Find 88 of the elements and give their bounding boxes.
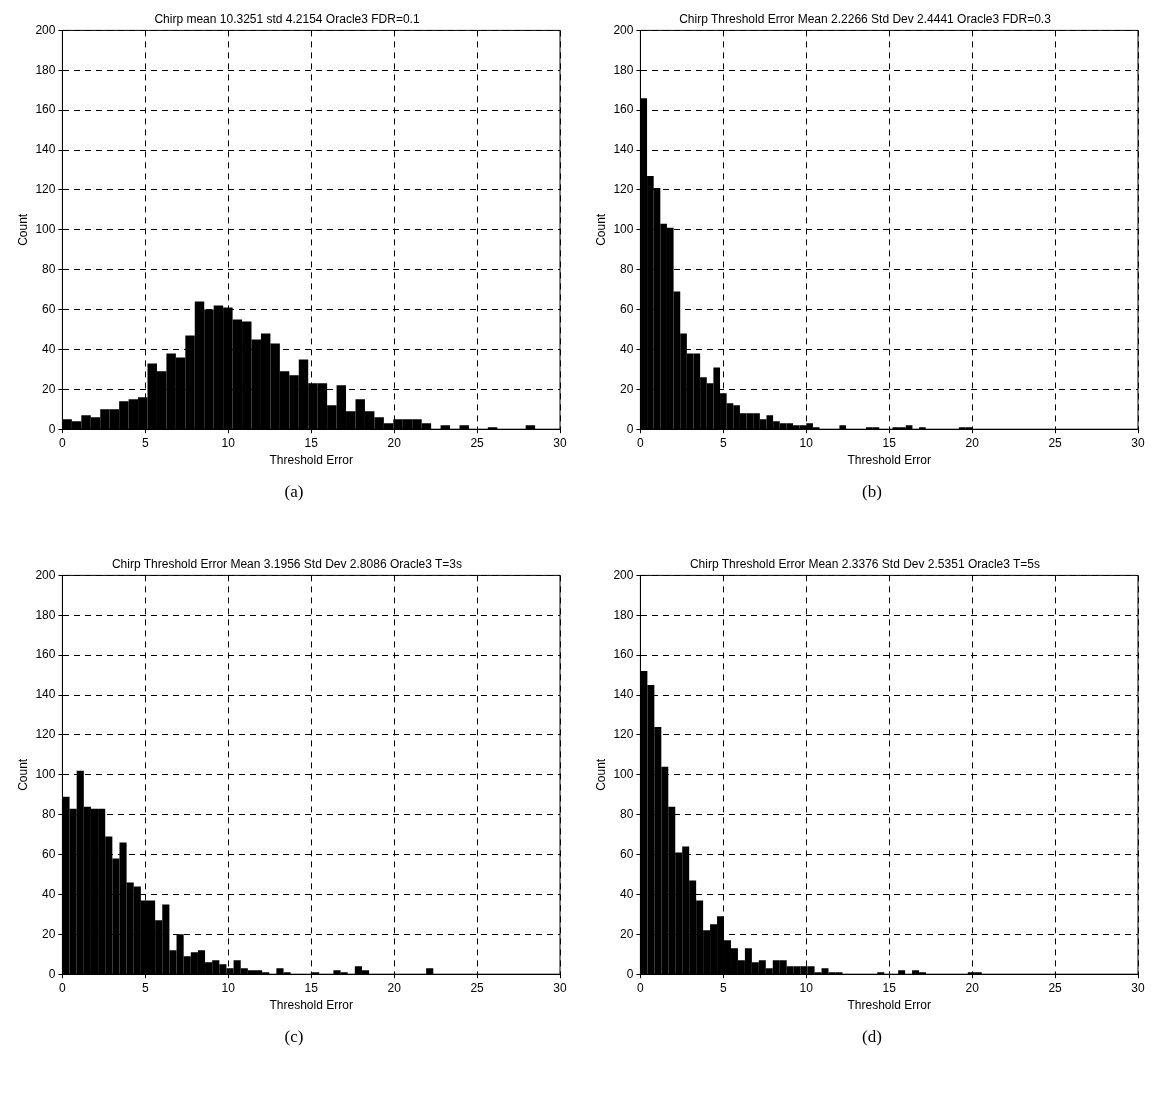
y-tick-label: 40 <box>620 886 634 901</box>
x-axis-title: Threshold Error <box>847 453 931 468</box>
y-tick-label: 140 <box>35 142 56 157</box>
x-tick-label: 10 <box>221 980 236 995</box>
y-tick-label: 60 <box>620 301 634 316</box>
x-tick-label: 0 <box>59 435 67 450</box>
x-axis-title: Threshold Error <box>847 998 931 1013</box>
y-axis-title: Count <box>15 758 30 791</box>
y-tick-label: 0 <box>626 421 634 436</box>
x-tick-label: 10 <box>221 435 236 450</box>
y-tick-label: 120 <box>613 727 634 742</box>
x-tick-label: 5 <box>720 980 728 995</box>
y-tick-label: 60 <box>42 846 56 861</box>
y-tick-label: 120 <box>35 182 56 197</box>
x-tick-label: 25 <box>470 435 485 450</box>
y-tick-label: 180 <box>613 607 634 622</box>
y-tick-label: 160 <box>35 647 56 662</box>
x-tick-label: 15 <box>882 980 897 995</box>
y-tick-label: 80 <box>42 806 56 821</box>
x-tick-label: 25 <box>1048 435 1063 450</box>
text: (c) <box>284 1027 304 1047</box>
y-tick-label: 100 <box>35 767 56 782</box>
y-tick-label: 140 <box>35 687 56 702</box>
y-axis-title: Count <box>593 213 608 246</box>
y-tick-label: 180 <box>35 607 56 622</box>
y-tick-label: 160 <box>35 102 56 117</box>
y-tick-label: 60 <box>42 301 56 316</box>
x-tick-label: 30 <box>1131 980 1145 995</box>
y-tick-label: 120 <box>35 727 56 742</box>
y-tick-label: 120 <box>613 182 634 197</box>
y-tick-label: 140 <box>613 687 634 702</box>
x-tick-label: 25 <box>470 980 485 995</box>
x-tick-label: 5 <box>720 435 728 450</box>
y-tick-label: 100 <box>35 222 56 237</box>
y-tick-label: 0 <box>626 966 634 981</box>
x-tick-label: 10 <box>799 435 814 450</box>
chart-title: Chirp Threshold Error Mean 2.2266 Std Dev 2.4441 Oracle3 FDR=0.3 <box>679 11 1052 26</box>
x-tick-label: 5 <box>142 435 150 450</box>
x-tick-label: 25 <box>1048 980 1063 995</box>
y-axis-title: Count <box>593 758 608 791</box>
y-tick-label: 160 <box>613 647 634 662</box>
y-tick-label: 100 <box>613 222 634 237</box>
y-tick-label: 80 <box>620 261 634 276</box>
y-tick-label: 80 <box>620 806 634 821</box>
y-tick-label: 20 <box>620 381 634 396</box>
y-tick-label: 200 <box>613 22 634 37</box>
y-tick-label: 200 <box>613 567 634 582</box>
y-tick-label: 180 <box>35 62 56 77</box>
x-axis-title: Threshold Error <box>269 453 353 468</box>
x-tick-label: 20 <box>387 435 402 450</box>
text: (a) <box>284 482 304 502</box>
text: (b) <box>862 482 882 502</box>
y-tick-label: 140 <box>613 142 634 157</box>
y-tick-label: 40 <box>42 341 56 356</box>
chart-title: Chirp Threshold Error Mean 2.3376 Std Dev 2.5351 Oracle3 T=5s <box>689 556 1041 571</box>
y-tick-label: 0 <box>48 421 56 436</box>
y-tick-label: 0 <box>48 966 56 981</box>
chart-title: Chirp Threshold Error Mean 3.1956 Std Dev 2.8086 Oracle3 T=3s <box>111 556 463 571</box>
x-tick-label: 15 <box>304 435 319 450</box>
y-tick-label: 60 <box>620 846 634 861</box>
x-tick-label: 0 <box>59 980 67 995</box>
x-tick-label: 30 <box>1131 435 1145 450</box>
y-tick-label: 40 <box>42 886 56 901</box>
x-tick-label: 15 <box>882 435 897 450</box>
x-axis-title: Threshold Error <box>269 998 353 1013</box>
x-tick-label: 20 <box>965 435 980 450</box>
x-tick-label: 15 <box>304 980 319 995</box>
x-tick-label: 0 <box>637 435 645 450</box>
y-tick-label: 20 <box>620 926 634 941</box>
x-tick-label: 0 <box>637 980 645 995</box>
y-tick-label: 100 <box>613 767 634 782</box>
y-tick-label: 40 <box>620 341 634 356</box>
y-tick-label: 200 <box>35 22 56 37</box>
x-tick-label: 10 <box>799 980 814 995</box>
x-tick-label: 30 <box>553 980 567 995</box>
y-tick-label: 200 <box>35 567 56 582</box>
y-tick-label: 160 <box>613 102 634 117</box>
x-tick-label: 5 <box>142 980 150 995</box>
y-tick-label: 180 <box>613 62 634 77</box>
y-axis-title: Count <box>15 213 30 246</box>
x-tick-label: 30 <box>553 435 567 450</box>
x-tick-label: 20 <box>965 980 980 995</box>
text: (d) <box>862 1027 882 1047</box>
y-tick-label: 20 <box>42 926 56 941</box>
chart-title: Chirp mean 10.3251 std 4.2154 Oracle3 FDR=0.1 <box>154 11 420 26</box>
y-tick-label: 20 <box>42 381 56 396</box>
y-tick-label: 80 <box>42 261 56 276</box>
x-tick-label: 20 <box>387 980 402 995</box>
